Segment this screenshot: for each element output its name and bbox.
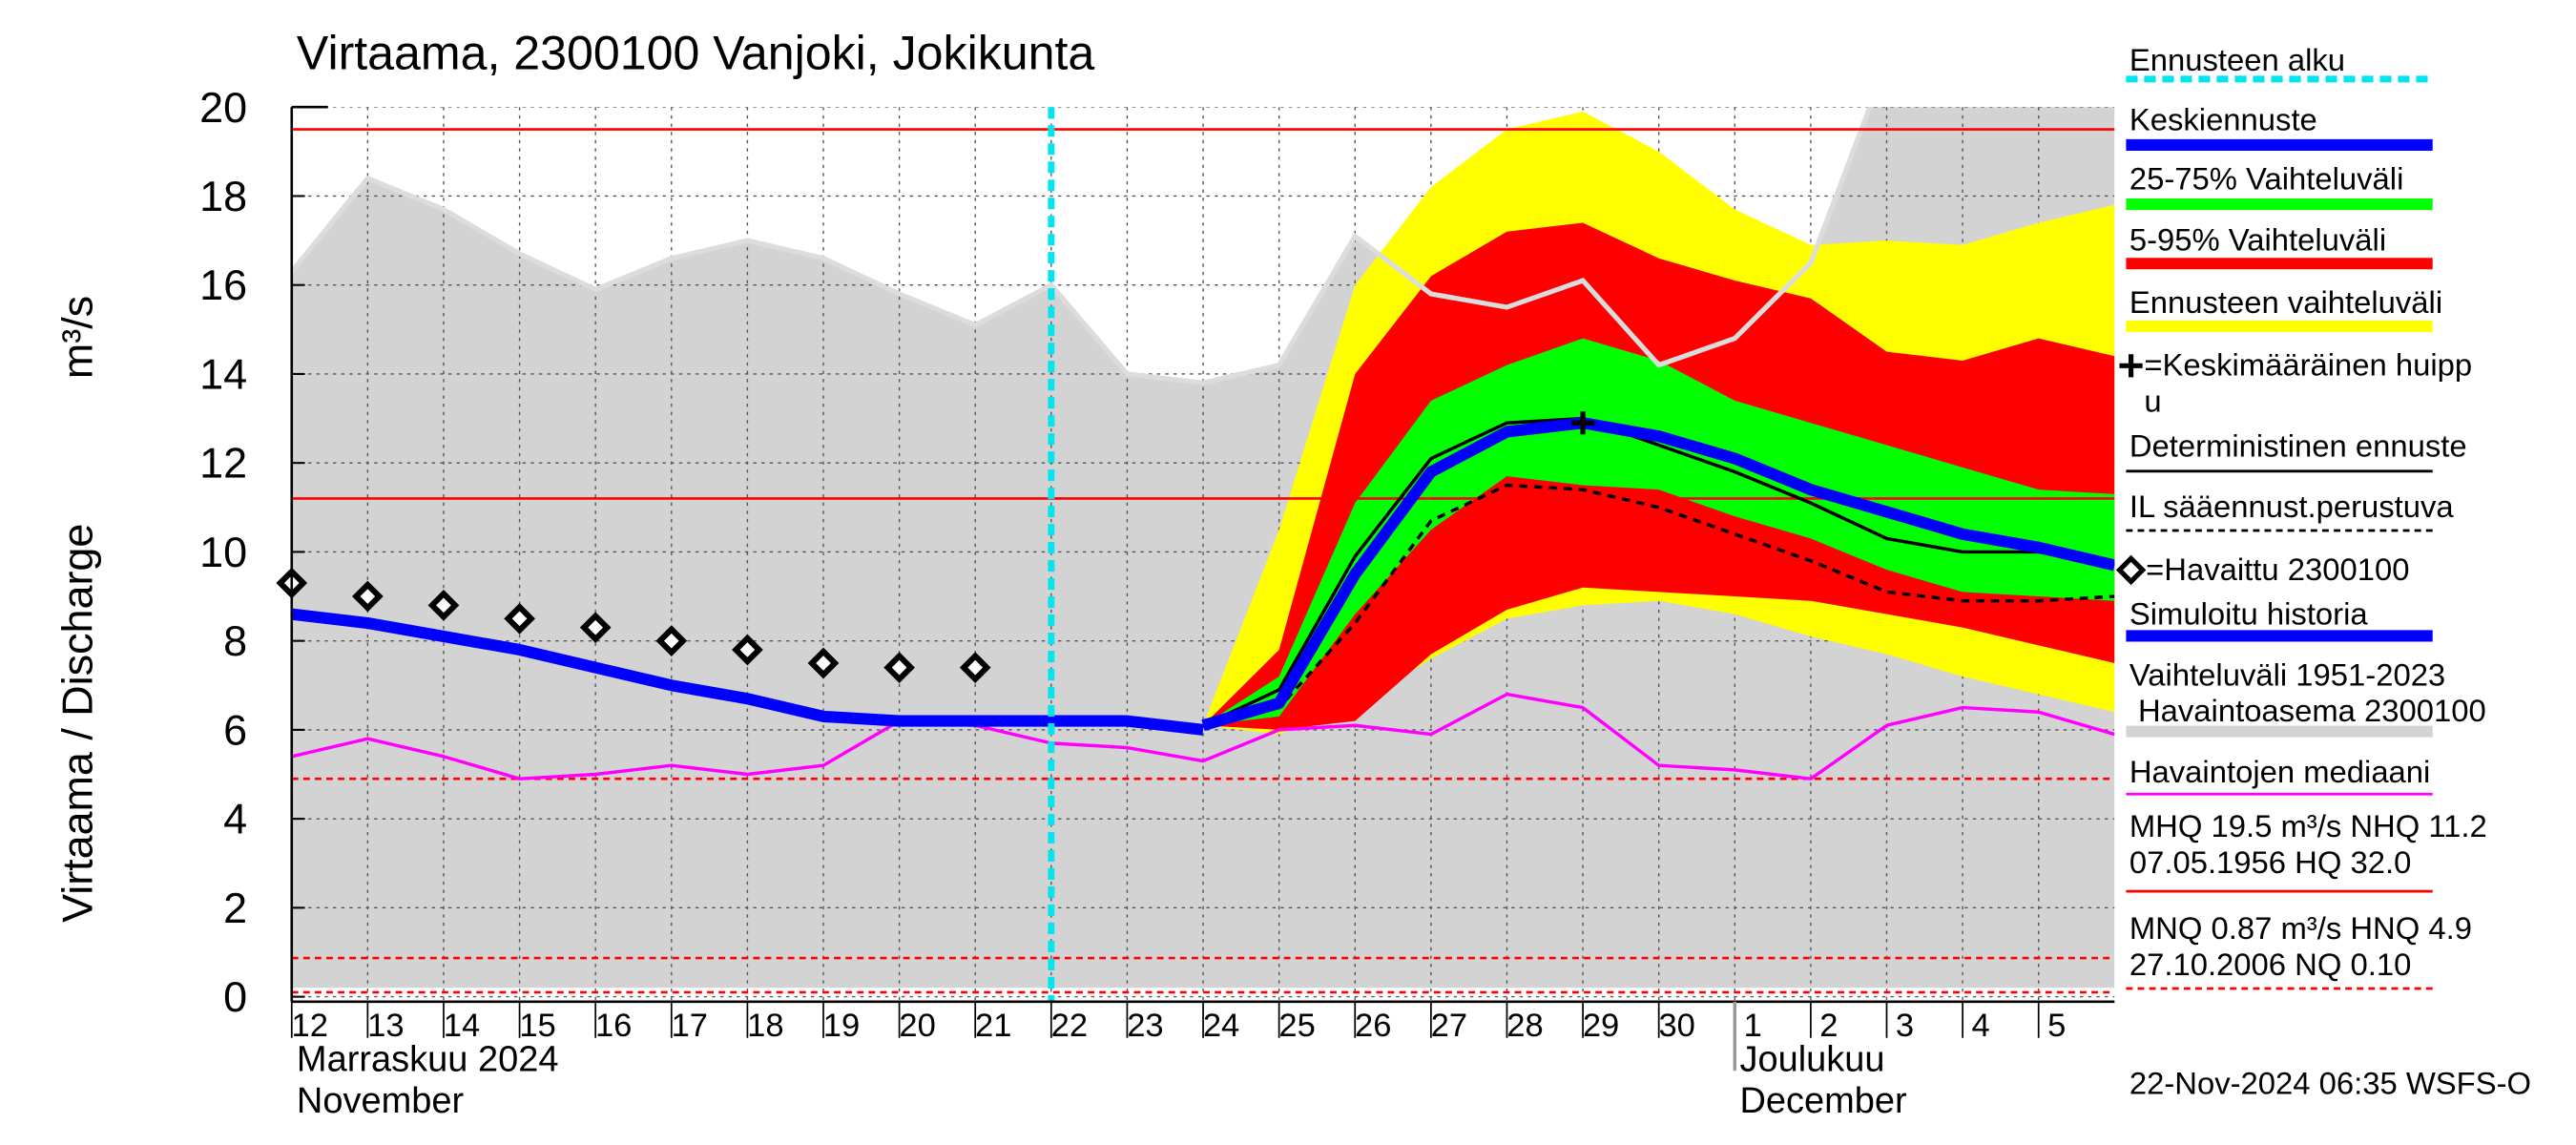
band-edge [291,107,1873,385]
legend-label: Simuloitu historia [2129,595,2369,631]
month-label: Marraskuu 2024 November [297,1039,559,1121]
legend-label: Havaintojen mediaani [2129,754,2430,789]
x-tick-label: 3 [1896,1008,1914,1044]
x-tick-label: 20 [899,1008,935,1044]
x-tick-label: 13 [367,1008,404,1044]
observed-point [351,580,384,613]
legend-label: Vaihteluväli 1951-2023 Havaintoasema 230… [2129,656,2486,728]
legend-label: Ennusteen alku [2129,42,2345,77]
month-label-line: Marraskuu 2024 [297,1039,559,1079]
legend-label: IL sääennust.perustuva [2129,489,2455,524]
month-label-line: December [1739,1081,1907,1121]
y-tick-label: 18 [199,172,247,220]
legend-label-line: Havaintoasema 2300100 [2129,693,2486,728]
x-tick-label: 25 [1278,1008,1315,1044]
x-tick-label: 19 [823,1008,860,1044]
legend-label-line: =Keskimääräinen huipp [2144,347,2472,383]
legend-marker [2119,354,2143,378]
x-tick-label: 30 [1658,1008,1694,1044]
y-tick-label: 12 [199,439,247,488]
legend-label: Deterministinen ennuste [2129,427,2467,463]
x-tick-label: 15 [519,1008,555,1044]
thick-line [291,608,1204,736]
legend-label: MNQ 0.87 m³/s HNQ 4.9 27.10.2006 NQ 0.10 [2129,910,2472,982]
thick-line [1201,417,2115,732]
y-tick-label: 16 [199,260,247,309]
y-tick-label: 0 [223,972,247,1021]
observed-point [655,625,688,657]
x-tick-label: 5 [2047,1008,2066,1044]
y-tick-label: 4 [223,795,247,843]
legend-label-line: Vaihteluväli 1951-2023 [2129,656,2445,692]
month-label: Joulukuu December [1739,1039,1907,1121]
y-axis-unit: m³/s [53,296,102,379]
month-label-line: November [297,1081,465,1121]
legend-label-line: MNQ 0.87 m³/s HNQ 4.9 [2129,910,2472,946]
legend-label-line: MHQ 19.5 m³/s NHQ 11.2 [2129,808,2487,843]
line [1202,416,2115,727]
x-tick-label: 16 [595,1008,632,1044]
legend-label: Keskiennuste [2129,101,2317,136]
x-tick-label: 22 [1051,1008,1088,1044]
x-tick-label: 12 [292,1008,328,1044]
legend-label-line: u [2144,383,2161,418]
x-tick-label: 14 [444,1008,480,1044]
month-label-line: Joulukuu [1739,1039,1884,1079]
legend-label-line: 27.10.2006 NQ 0.10 [2129,947,2411,982]
x-tick-label: 26 [1355,1008,1391,1044]
x-tick-label: 28 [1506,1008,1543,1044]
y-axis-label: Virtaama / Discharge [53,524,102,923]
x-tick-label: 18 [747,1008,783,1044]
x-tick-label: 21 [975,1008,1011,1044]
observed-point [504,602,535,635]
legend-label-line: 07.05.1956 HQ 32.0 [2129,844,2411,880]
legend-label: =Havaittu 2300100 [2146,552,2409,587]
x-tick-label: 4 [1971,1008,1989,1044]
y-tick-label: 8 [223,616,247,665]
x-tick-label: 23 [1127,1008,1163,1044]
footer: 22-Nov-2024 06:35 WSFS-O [2129,1065,2531,1100]
x-tick-label: 2 [1819,1008,1838,1044]
dashed-line [1202,483,2115,727]
chart-title: Virtaama, 2300100 Vanjoki, Jokikunta [297,27,1094,80]
y-tick-label: 10 [199,528,247,576]
observed-point [883,652,915,683]
observed-point [959,652,991,683]
line [291,692,2115,781]
legend-label: Ennusteen vaihteluväli [2129,284,2442,320]
legend-label: =Keskimääräinen huipp u [2144,347,2472,419]
legend-label: 5-95% Vaihteluväli [2129,221,2386,257]
x-tick-label: 1 [1744,1008,1762,1044]
x-tick-label: 27 [1431,1008,1467,1044]
legend-label: 25-75% Vaihteluväli [2129,161,2404,197]
x-tick-label: 24 [1203,1008,1239,1044]
peak-marker [1570,411,1595,435]
x-tick-label: 17 [672,1008,708,1044]
observed-point [427,590,460,621]
y-tick-label: 2 [223,884,247,932]
legend-label: MHQ 19.5 m³/s NHQ 11.2 07.05.1956 HQ 32.0 [2129,808,2487,880]
y-tick-label: 6 [223,705,247,754]
band [1203,338,2115,726]
legend-marker [2115,554,2147,586]
observed-point [807,647,840,679]
plot-area [291,107,2115,1002]
observed-point [732,634,763,666]
observed-point [579,612,612,644]
y-tick-label: 20 [199,83,247,132]
x-tick-label: 29 [1583,1008,1619,1044]
y-tick-label: 14 [199,349,247,398]
